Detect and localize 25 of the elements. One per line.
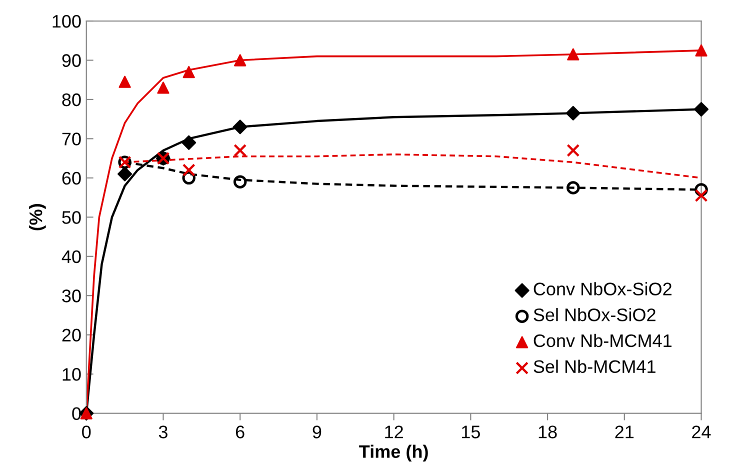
legend-label: Conv Nb-MCM41	[534, 334, 672, 348]
x-tick-label: 12	[385, 426, 403, 438]
y-axis-title: (%)	[29, 204, 46, 230]
y-tick-label: 50	[62, 211, 81, 224]
x-tick-label: 6	[236, 426, 244, 438]
x-tick-label: 24	[692, 426, 711, 438]
y-tick-label: 80	[62, 93, 81, 106]
y-tick-label: 60	[62, 172, 81, 185]
x-tick-label: 9	[312, 426, 322, 438]
y-tick-label: 70	[62, 132, 81, 146]
x-tick-label: 3	[158, 426, 168, 438]
legend-label: Sel Nb-MCM41	[534, 360, 656, 373]
x-axis-title: Time (h)	[359, 444, 428, 462]
y-tick-label: 100	[52, 14, 81, 28]
x-tick-label: 21	[615, 426, 634, 438]
x-tick-label: 0	[82, 426, 91, 438]
y-tick-label: 90	[62, 54, 81, 67]
y-tick-label: 20	[62, 328, 81, 342]
legend-label: Conv NbOx-SiO2	[534, 282, 672, 296]
y-tick-label: 10	[62, 368, 81, 381]
x-tick-label: 18	[538, 426, 557, 438]
y-tick-label: 30	[62, 290, 81, 302]
y-tick-label: 40	[62, 250, 81, 264]
legend-label: Sel NbOx-SiO2	[534, 308, 656, 322]
x-tick-label: 15	[462, 426, 480, 438]
